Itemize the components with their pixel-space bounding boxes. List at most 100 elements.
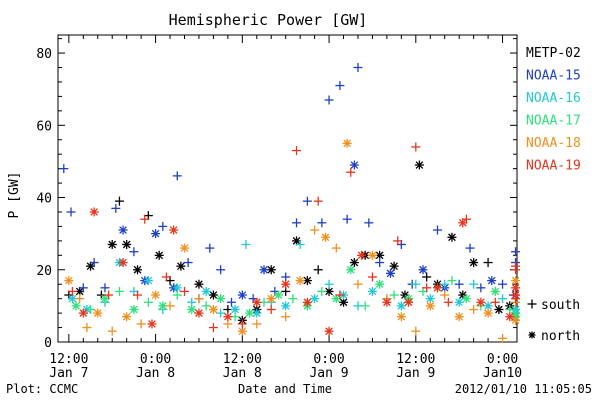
south-point-noaa-19 xyxy=(393,236,403,246)
north-point-noaa-15 xyxy=(118,225,128,235)
marker-stroke xyxy=(383,298,391,307)
south-point-metp-02 xyxy=(483,258,493,268)
south-point-noaa-18 xyxy=(136,319,146,329)
north-point-noaa-18 xyxy=(511,315,521,325)
marker-stroke xyxy=(368,251,377,260)
marker-stroke xyxy=(79,309,88,317)
south-point-noaa-15 xyxy=(172,171,182,181)
north-point-noaa-16 xyxy=(396,301,406,311)
marker-stroke xyxy=(511,276,520,285)
north-point-noaa-17 xyxy=(273,290,283,300)
marker-stroke xyxy=(401,291,409,299)
south-point-noaa-17 xyxy=(201,301,211,311)
south-point-noaa-18 xyxy=(331,243,341,253)
north-point-noaa-18 xyxy=(64,276,74,286)
x-tick-label-time: 0:00 xyxy=(313,352,344,367)
marker-stroke xyxy=(528,331,536,339)
south-point-noaa-17 xyxy=(447,276,457,286)
marker-stroke xyxy=(357,251,366,260)
south-point-noaa-18 xyxy=(440,290,450,300)
north-point-noaa-17 xyxy=(216,294,226,304)
marker-stroke xyxy=(122,312,131,321)
north-point-noaa-19 xyxy=(118,258,128,268)
north-point-noaa-19 xyxy=(147,319,157,329)
legend-entry-noaa-17: NOAA-17 xyxy=(526,114,581,129)
south-point-noaa-17 xyxy=(172,290,182,300)
marker-stroke xyxy=(101,294,109,303)
marker-stroke xyxy=(339,298,348,307)
south-point-noaa-15 xyxy=(454,279,464,289)
x-tick-label-date: Jan 8 xyxy=(223,366,262,381)
south-point-noaa-19 xyxy=(411,142,421,152)
north-point-noaa-18 xyxy=(396,312,406,322)
marker-stroke xyxy=(343,139,351,148)
marker-stroke xyxy=(375,280,384,289)
marker-stroke xyxy=(296,276,304,285)
marker-stroke xyxy=(169,226,178,234)
south-point-noaa-17 xyxy=(317,286,327,296)
south-point-noaa-18 xyxy=(411,326,421,336)
marker-stroke xyxy=(511,283,520,292)
south-point-noaa-15 xyxy=(111,203,121,213)
marker-stroke xyxy=(144,276,153,285)
footer-plot-credit: Plot: CCMC xyxy=(6,382,78,396)
south-point-noaa-17 xyxy=(86,304,96,314)
marker-stroke xyxy=(155,251,164,260)
marker-stroke xyxy=(292,237,301,245)
marker-stroke xyxy=(350,258,359,267)
south-point-noaa-19 xyxy=(422,283,432,293)
south-point-noaa-15 xyxy=(100,283,110,293)
north-point-noaa-16 xyxy=(143,276,153,286)
marker-stroke xyxy=(505,312,514,321)
legend-entry-metp-02: METP-02 xyxy=(526,46,581,61)
north-point-metp-02 xyxy=(154,250,164,260)
north-point-noaa-15 xyxy=(259,265,269,275)
marker-stroke xyxy=(404,298,413,307)
north-point-noaa-15 xyxy=(487,276,497,286)
south-point-noaa-19 xyxy=(443,297,453,307)
north-point-noaa-16 xyxy=(201,286,211,296)
south-point-noaa-19 xyxy=(140,214,150,224)
plot-frame xyxy=(57,34,518,343)
marker-stroke xyxy=(332,294,341,303)
symbol-legend-marker-north xyxy=(528,331,536,339)
south-point-noaa-18 xyxy=(281,312,291,322)
south-point-noaa-15 xyxy=(205,243,215,253)
marker-stroke xyxy=(491,287,500,296)
south-point-noaa-15 xyxy=(89,258,99,268)
north-point-noaa-18 xyxy=(425,301,435,311)
north-point-noaa-19 xyxy=(78,308,88,318)
marker-stroke xyxy=(209,305,218,314)
south-point-noaa-16 xyxy=(216,308,226,318)
marker-stroke xyxy=(487,276,496,285)
marker-stroke xyxy=(469,258,478,267)
north-point-noaa-15 xyxy=(386,268,396,278)
north-point-metp-02 xyxy=(208,290,218,300)
marker-stroke xyxy=(448,233,456,242)
marker-stroke xyxy=(75,287,84,296)
south-point-noaa-15 xyxy=(226,297,236,307)
marker-stroke xyxy=(90,208,98,216)
marker-stroke xyxy=(231,305,239,314)
marker-stroke xyxy=(209,291,218,299)
south-point-noaa-15 xyxy=(129,247,139,257)
north-point-metp-02 xyxy=(122,239,132,249)
marker-stroke xyxy=(495,305,503,314)
south-point-noaa-17 xyxy=(360,301,370,311)
north-point-noaa-19 xyxy=(357,250,367,260)
x-tick-label-date: Jan10 xyxy=(483,366,522,381)
data-points xyxy=(59,63,521,343)
marker-stroke xyxy=(386,269,395,278)
north-point-metp-02 xyxy=(339,297,349,307)
north-point-noaa-17 xyxy=(245,308,255,318)
symbol-legend-marker-south xyxy=(527,299,537,309)
south-point-noaa-15 xyxy=(432,225,442,235)
south-point-noaa-19 xyxy=(292,146,302,156)
south-point-noaa-19 xyxy=(161,272,171,282)
marker-stroke xyxy=(260,265,268,274)
south-point-noaa-15 xyxy=(78,283,88,293)
north-point-noaa-19 xyxy=(382,297,392,307)
north-point-metp-02 xyxy=(494,304,504,314)
south-point-noaa-19 xyxy=(104,290,114,300)
north-point-noaa-17 xyxy=(129,304,139,314)
